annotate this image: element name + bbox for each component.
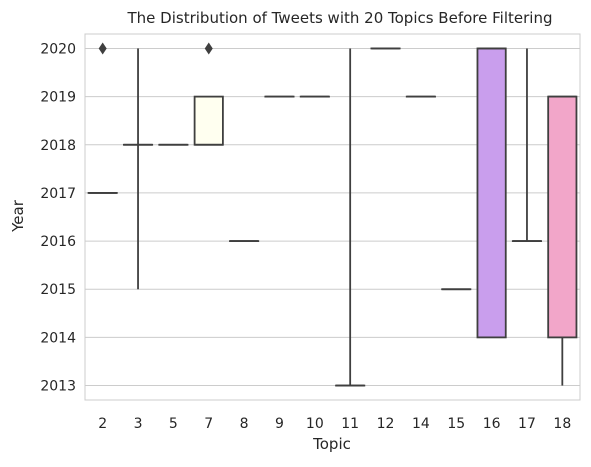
x-tick-label-12: 12 [377, 416, 395, 432]
y-tick-label-2018: 2018 [40, 138, 76, 154]
x-axis-label: Topic [312, 435, 351, 453]
box-body-topic-18 [548, 97, 576, 338]
x-tick-label-2: 2 [98, 416, 107, 432]
x-tick-label-7: 7 [204, 416, 213, 432]
y-tick-labels: 2013 2014 2015 2016 2017 2018 2019 2020 [40, 41, 76, 394]
x-tick-label-17: 17 [518, 416, 536, 432]
y-tick-label-2019: 2019 [40, 90, 76, 106]
y-tick-label-2020: 2020 [40, 41, 76, 57]
x-tick-label-14: 14 [412, 416, 430, 432]
x-tick-label-3: 3 [134, 416, 143, 432]
y-tick-label-2013: 2013 [40, 379, 76, 395]
x-tick-label-10: 10 [306, 416, 324, 432]
y-tick-label-2016: 2016 [40, 234, 76, 250]
box-body-topic-16 [477, 48, 505, 337]
y-tick-label-2015: 2015 [40, 282, 76, 298]
y-tick-label-2014: 2014 [40, 330, 76, 346]
box-topic-3 [124, 48, 152, 289]
x-tick-labels: 2 3 5 7 8 9 10 11 12 14 15 16 17 18 [98, 416, 571, 432]
outlier-marker-topic-7 [205, 42, 213, 54]
box-topic-16 [477, 48, 505, 337]
x-tick-label-5: 5 [169, 416, 178, 432]
x-tick-label-11: 11 [341, 416, 359, 432]
chart-title: The Distribution of Tweets with 20 Topic… [127, 9, 553, 27]
x-tick-label-16: 16 [483, 416, 501, 432]
box-topic-18 [548, 97, 576, 386]
outlier-marker-topic-2 [99, 42, 107, 54]
box-series [89, 42, 577, 385]
x-tick-label-9: 9 [275, 416, 284, 432]
box-body-topic-7 [195, 97, 223, 145]
box-topic-7 [195, 42, 223, 144]
y-tick-label-2017: 2017 [40, 186, 76, 202]
box-topic-2 [89, 42, 117, 192]
x-tick-label-15: 15 [447, 416, 465, 432]
box-topic-11 [336, 48, 364, 385]
x-tick-label-18: 18 [553, 416, 571, 432]
y-axis-label: Year [9, 199, 27, 233]
x-tick-label-8: 8 [240, 416, 249, 432]
